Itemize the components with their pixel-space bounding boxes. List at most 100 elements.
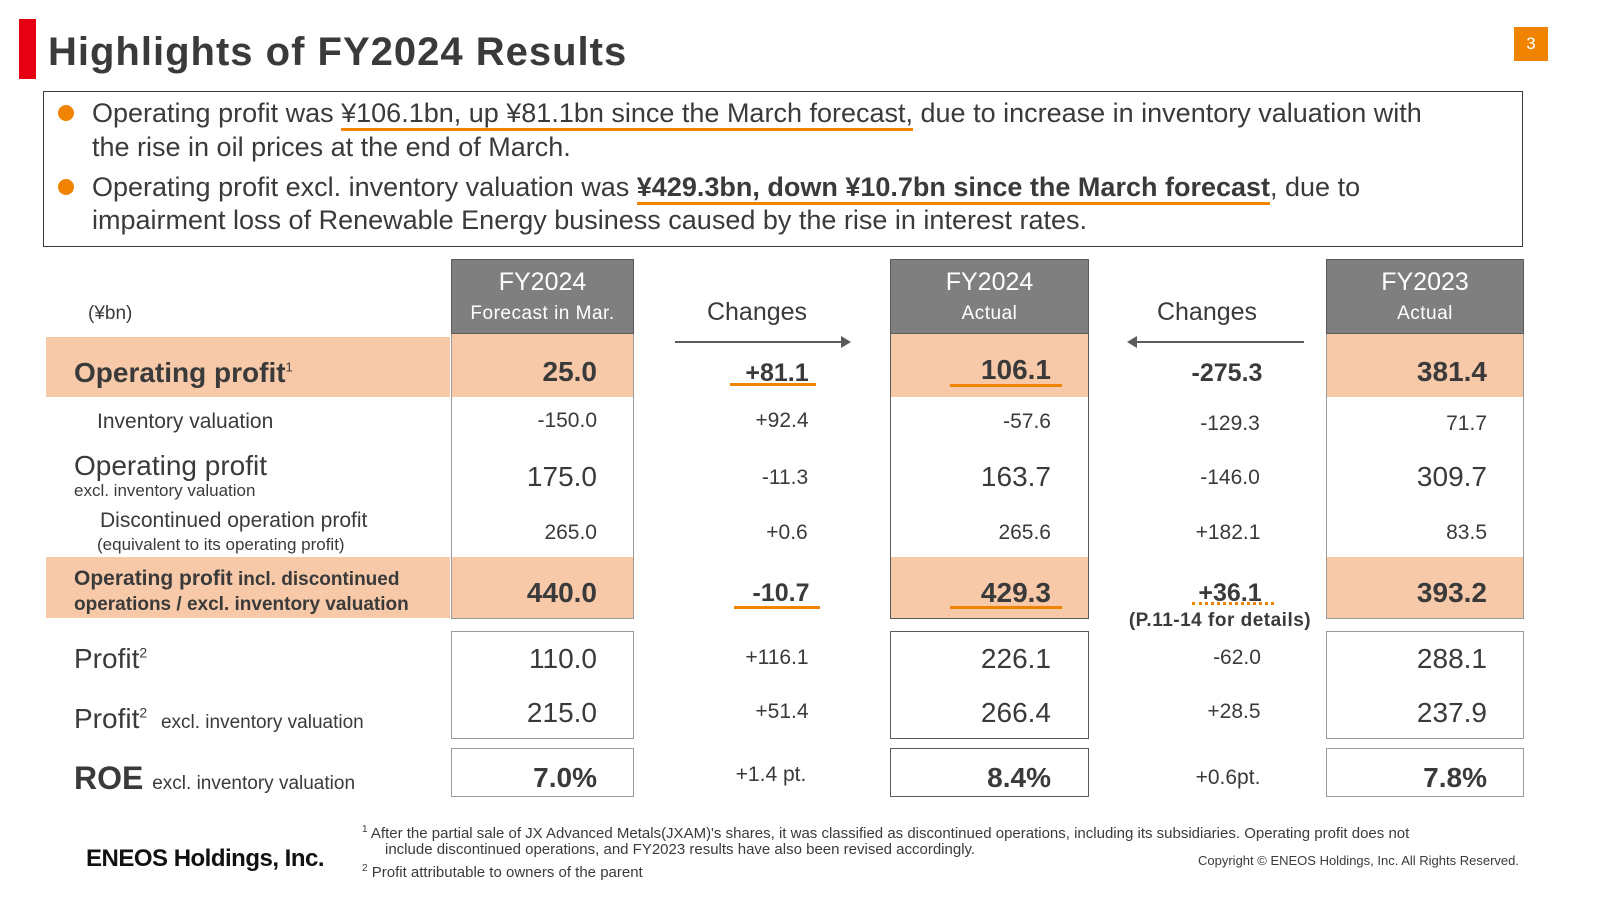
company-logo: ENEOS Holdings, Inc.	[86, 845, 325, 872]
cell-chg1-profit: +116.1	[745, 646, 809, 669]
bullet-2-line-2: impairment loss of Renewable Energy busi…	[92, 205, 1087, 235]
page-title: Highlights of FY2024 Results	[48, 30, 628, 74]
forecast-op-cell-fill	[451, 334, 634, 397]
header-forecast-year: FY2024	[498, 268, 587, 296]
header-prev-sub: Actual	[1397, 303, 1453, 324]
cell-chg1-roe: +1.4 pt.	[735, 763, 807, 786]
arrow-left-line	[1136, 341, 1304, 343]
unit-label: (¥bn)	[88, 303, 133, 324]
cell-prev-inv: 71.7	[1446, 412, 1487, 435]
bullet-2-line-1: Operating profit excl. inventory valuati…	[92, 170, 1361, 205]
actual-profit-box	[890, 631, 1089, 739]
label-roe-text: ROE	[74, 760, 144, 796]
cell-forecast-profit-excl: 215.0	[526, 697, 597, 728]
copyright: Copyright © ENEOS Holdings, Inc. All Rig…	[1198, 853, 1519, 868]
bullet-1-text-start: Operating profit was	[92, 98, 342, 128]
cell-forecast-roe: 7.0%	[533, 762, 597, 793]
bullet-1-dot	[58, 105, 74, 121]
cell-actual-disc: 265.6	[998, 521, 1051, 544]
footnote-2-sup: 2	[362, 863, 368, 874]
cell-chg2-inv: -129.3	[1200, 412, 1260, 435]
dotted-underline-chg2-incl	[1192, 602, 1274, 605]
label-op-profit: Operating profit1	[74, 357, 293, 389]
footnote-2-text: Profit attributable to owners of the par…	[371, 864, 643, 881]
forecast-incl-cell-fill	[451, 557, 634, 618]
cell-actual-op: 106.1	[980, 354, 1051, 385]
bullet-1-line-2: the rise in oil prices at the end of Mar…	[92, 132, 571, 162]
header-changes-2: Changes	[1156, 298, 1258, 326]
label-op-excl: Operating profit	[74, 450, 267, 481]
header-prev-year: FY2023	[1381, 268, 1469, 296]
footnote-1-line-1: After the partial sale of JX Advanced Me…	[370, 825, 1410, 842]
label-roe: ROE excl. inventory valuation	[74, 760, 355, 797]
arrow-right-icon	[841, 336, 851, 348]
label-profit-text: Profit	[74, 643, 140, 674]
header-forecast: FY2024 Forecast in Mar.	[451, 259, 634, 334]
label-op-profit-sup: 1	[285, 359, 293, 375]
header-prev: FY2023 Actual	[1326, 259, 1524, 334]
forecast-profit-box	[451, 631, 634, 739]
prev-roe-box	[1326, 748, 1524, 797]
label-op-incl-rest: incl. discontinued	[232, 569, 400, 590]
cell-chg2-op: -275.3	[1191, 359, 1263, 387]
cell-actual-inv: -57.6	[1003, 410, 1051, 433]
header-actual-year: FY2024	[945, 268, 1034, 296]
forecast-roe-box	[451, 748, 634, 797]
bullet-1-text-end: due to increase in inventory valuation w…	[913, 98, 1422, 128]
label-profit-excl-sub: excl. inventory valuation	[160, 712, 364, 733]
cell-actual-incl: 429.3	[980, 577, 1051, 608]
bullet-2-highlight: ¥429.3bn, down ¥10.7bn since the March f…	[636, 172, 1271, 205]
footnote-1-sup: 1	[362, 824, 368, 835]
cell-forecast-inv: -150.0	[537, 409, 597, 432]
cell-forecast-disc: 265.0	[544, 521, 597, 544]
header-actual: FY2024 Actual	[890, 259, 1089, 334]
label-discont: Discontinued operation profit	[100, 509, 368, 532]
underline-actual-incl	[950, 606, 1062, 609]
cell-chg2-roe: +0.6pt.	[1195, 766, 1261, 789]
cell-chg2-disc: +182.1	[1195, 521, 1261, 544]
cell-chg1-excl: -11.3	[761, 466, 809, 489]
prev-incl-cell-fill	[1326, 557, 1524, 618]
header-forecast-sub: Forecast in Mar.	[470, 303, 615, 324]
label-op-incl: Operating profit incl. discontinued	[74, 567, 399, 591]
label-op-profit-text: Operating profit	[74, 357, 286, 388]
cell-actual-excl: 163.7	[980, 461, 1051, 492]
header-actual-sub: Actual	[961, 303, 1018, 324]
arrow-right-line	[675, 341, 843, 343]
footnote-1-line-2: include discontinued operations, and FY2…	[385, 841, 976, 858]
label-profit-excl-sup: 2	[139, 704, 148, 721]
cell-chg2-profit: -62.0	[1213, 646, 1261, 669]
details-note: (P.11-14 for details)	[1128, 610, 1312, 631]
title-accent-bar	[19, 19, 36, 79]
cell-prev-incl: 393.2	[1416, 577, 1487, 608]
cell-prev-disc: 83.5	[1446, 521, 1487, 544]
cell-actual-profit: 226.1	[980, 643, 1051, 674]
footnote-2: 2 Profit attributable to owners of the p…	[362, 859, 643, 883]
label-profit-excl: Profit2 excl. inventory valuation	[74, 703, 364, 735]
op-incl-label-band	[46, 557, 450, 618]
cell-prev-profit-excl: 237.9	[1416, 697, 1487, 728]
label-inventory: Inventory valuation	[97, 410, 274, 433]
bullet-2-dot	[58, 179, 74, 195]
op-profit-label-band	[46, 337, 450, 397]
cell-forecast-incl: 440.0	[526, 577, 597, 608]
footnote-1: 1 After the partial sale of JX Advanced …	[362, 820, 1409, 844]
label-profit-excl-text: Profit	[74, 703, 140, 734]
bullet-2-text-end: , due to	[1270, 172, 1361, 202]
underline-actual-op	[950, 384, 1062, 387]
underline-chg1-incl	[734, 606, 820, 609]
arrow-left-icon	[1127, 336, 1137, 348]
label-roe-sub: excl. inventory valuation	[152, 773, 356, 794]
cell-actual-roe: 8.4%	[987, 762, 1051, 793]
cell-actual-profit-excl: 266.4	[980, 697, 1051, 728]
cell-prev-roe: 7.8%	[1423, 762, 1487, 793]
header-changes-1: Changes	[706, 298, 808, 326]
page-number-badge: 3	[1514, 27, 1548, 61]
cell-chg2-excl: -146.0	[1200, 466, 1260, 489]
bullet-1-highlight: ¥106.1bn, up ¥81.1bn since the March for…	[341, 98, 914, 131]
cell-chg1-op: +81.1	[745, 359, 809, 387]
cell-prev-profit: 288.1	[1416, 643, 1487, 674]
bullet-2-text-start: Operating profit excl. inventory valuati…	[92, 172, 637, 202]
label-op-excl-sub: excl. inventory valuation	[74, 481, 256, 500]
cell-prev-excl: 309.7	[1416, 461, 1487, 492]
